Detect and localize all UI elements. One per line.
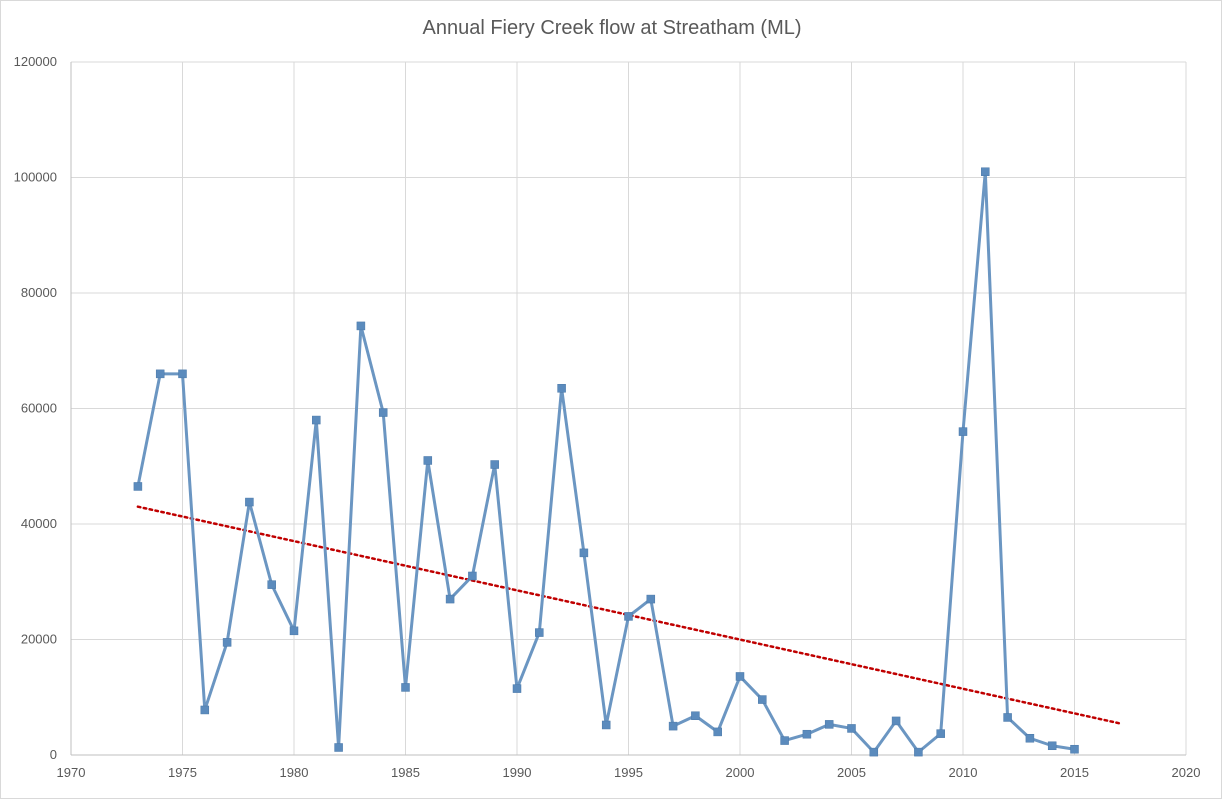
data-point-marker [1025, 734, 1035, 743]
data-point-marker [512, 684, 522, 693]
x-tick-label: 1975 [168, 765, 197, 780]
data-point-marker [1047, 741, 1057, 751]
data-point-marker [824, 720, 834, 729]
data-point-marker [869, 747, 879, 757]
data-point-marker [200, 705, 210, 715]
y-tick-label: 20000 [21, 632, 57, 647]
data-point-marker [668, 721, 678, 731]
data-point-marker [312, 415, 321, 425]
data-point-marker [713, 727, 722, 737]
data-point-marker [758, 695, 767, 704]
data-point-marker [958, 427, 968, 436]
data-point-marker [245, 497, 254, 507]
x-tick-label: 1990 [503, 765, 532, 780]
data-point-marker [981, 167, 990, 176]
data-point-marker [178, 369, 187, 379]
data-point-marker [356, 321, 366, 331]
data-point-marker [535, 628, 544, 637]
data-point-marker [936, 729, 945, 738]
x-tick-label: 2020 [1172, 765, 1201, 780]
data-point-marker [468, 571, 477, 581]
y-tick-label: 0 [50, 747, 57, 762]
x-tick-label: 2015 [1060, 765, 1089, 780]
trendline [136, 505, 1121, 725]
data-point-marker [914, 747, 923, 757]
data-point-marker [601, 720, 611, 730]
data-point-marker [624, 612, 633, 621]
data-point-marker [490, 460, 499, 469]
data-point-marker [1070, 744, 1079, 754]
data-point-marker [378, 408, 388, 417]
x-tick-label: 1970 [57, 765, 86, 780]
y-tick-label: 80000 [21, 285, 57, 300]
data-point-marker [780, 736, 789, 745]
data-point-marker [646, 594, 656, 604]
data-point-marker [847, 724, 856, 733]
x-tick-label: 1980 [280, 765, 309, 780]
data-point-marker [557, 384, 566, 393]
chart-title: Annual Fiery Creek flow at Streatham (ML… [422, 17, 802, 39]
x-tick-label: 2005 [837, 765, 866, 780]
y-tick-label: 100000 [14, 170, 57, 185]
data-point-marker [423, 456, 433, 465]
data-point-marker [891, 716, 901, 726]
x-tick-label: 2010 [949, 765, 978, 780]
y-tick-label: 60000 [21, 401, 57, 416]
data-point-marker [401, 683, 410, 692]
data-point-marker [334, 743, 343, 752]
x-tick-label: 1985 [391, 765, 420, 780]
series-line [136, 170, 1075, 754]
data-point-marker [222, 638, 232, 647]
data-point-marker [691, 711, 700, 720]
x-tick-label: 2000 [726, 765, 755, 780]
data-point-marker [133, 482, 143, 491]
data-point-marker [1003, 713, 1012, 722]
data-point-marker [579, 548, 589, 558]
y-tick-label: 120000 [14, 54, 57, 69]
y-tick-label: 40000 [21, 516, 57, 531]
data-point-marker [735, 672, 745, 681]
data-point-marker [289, 626, 299, 636]
x-tick-label: 1995 [614, 765, 643, 780]
data-point-marker [155, 369, 165, 379]
data-point-marker [445, 594, 455, 604]
data-point-marker [802, 729, 812, 739]
data-point-marker [267, 580, 276, 589]
